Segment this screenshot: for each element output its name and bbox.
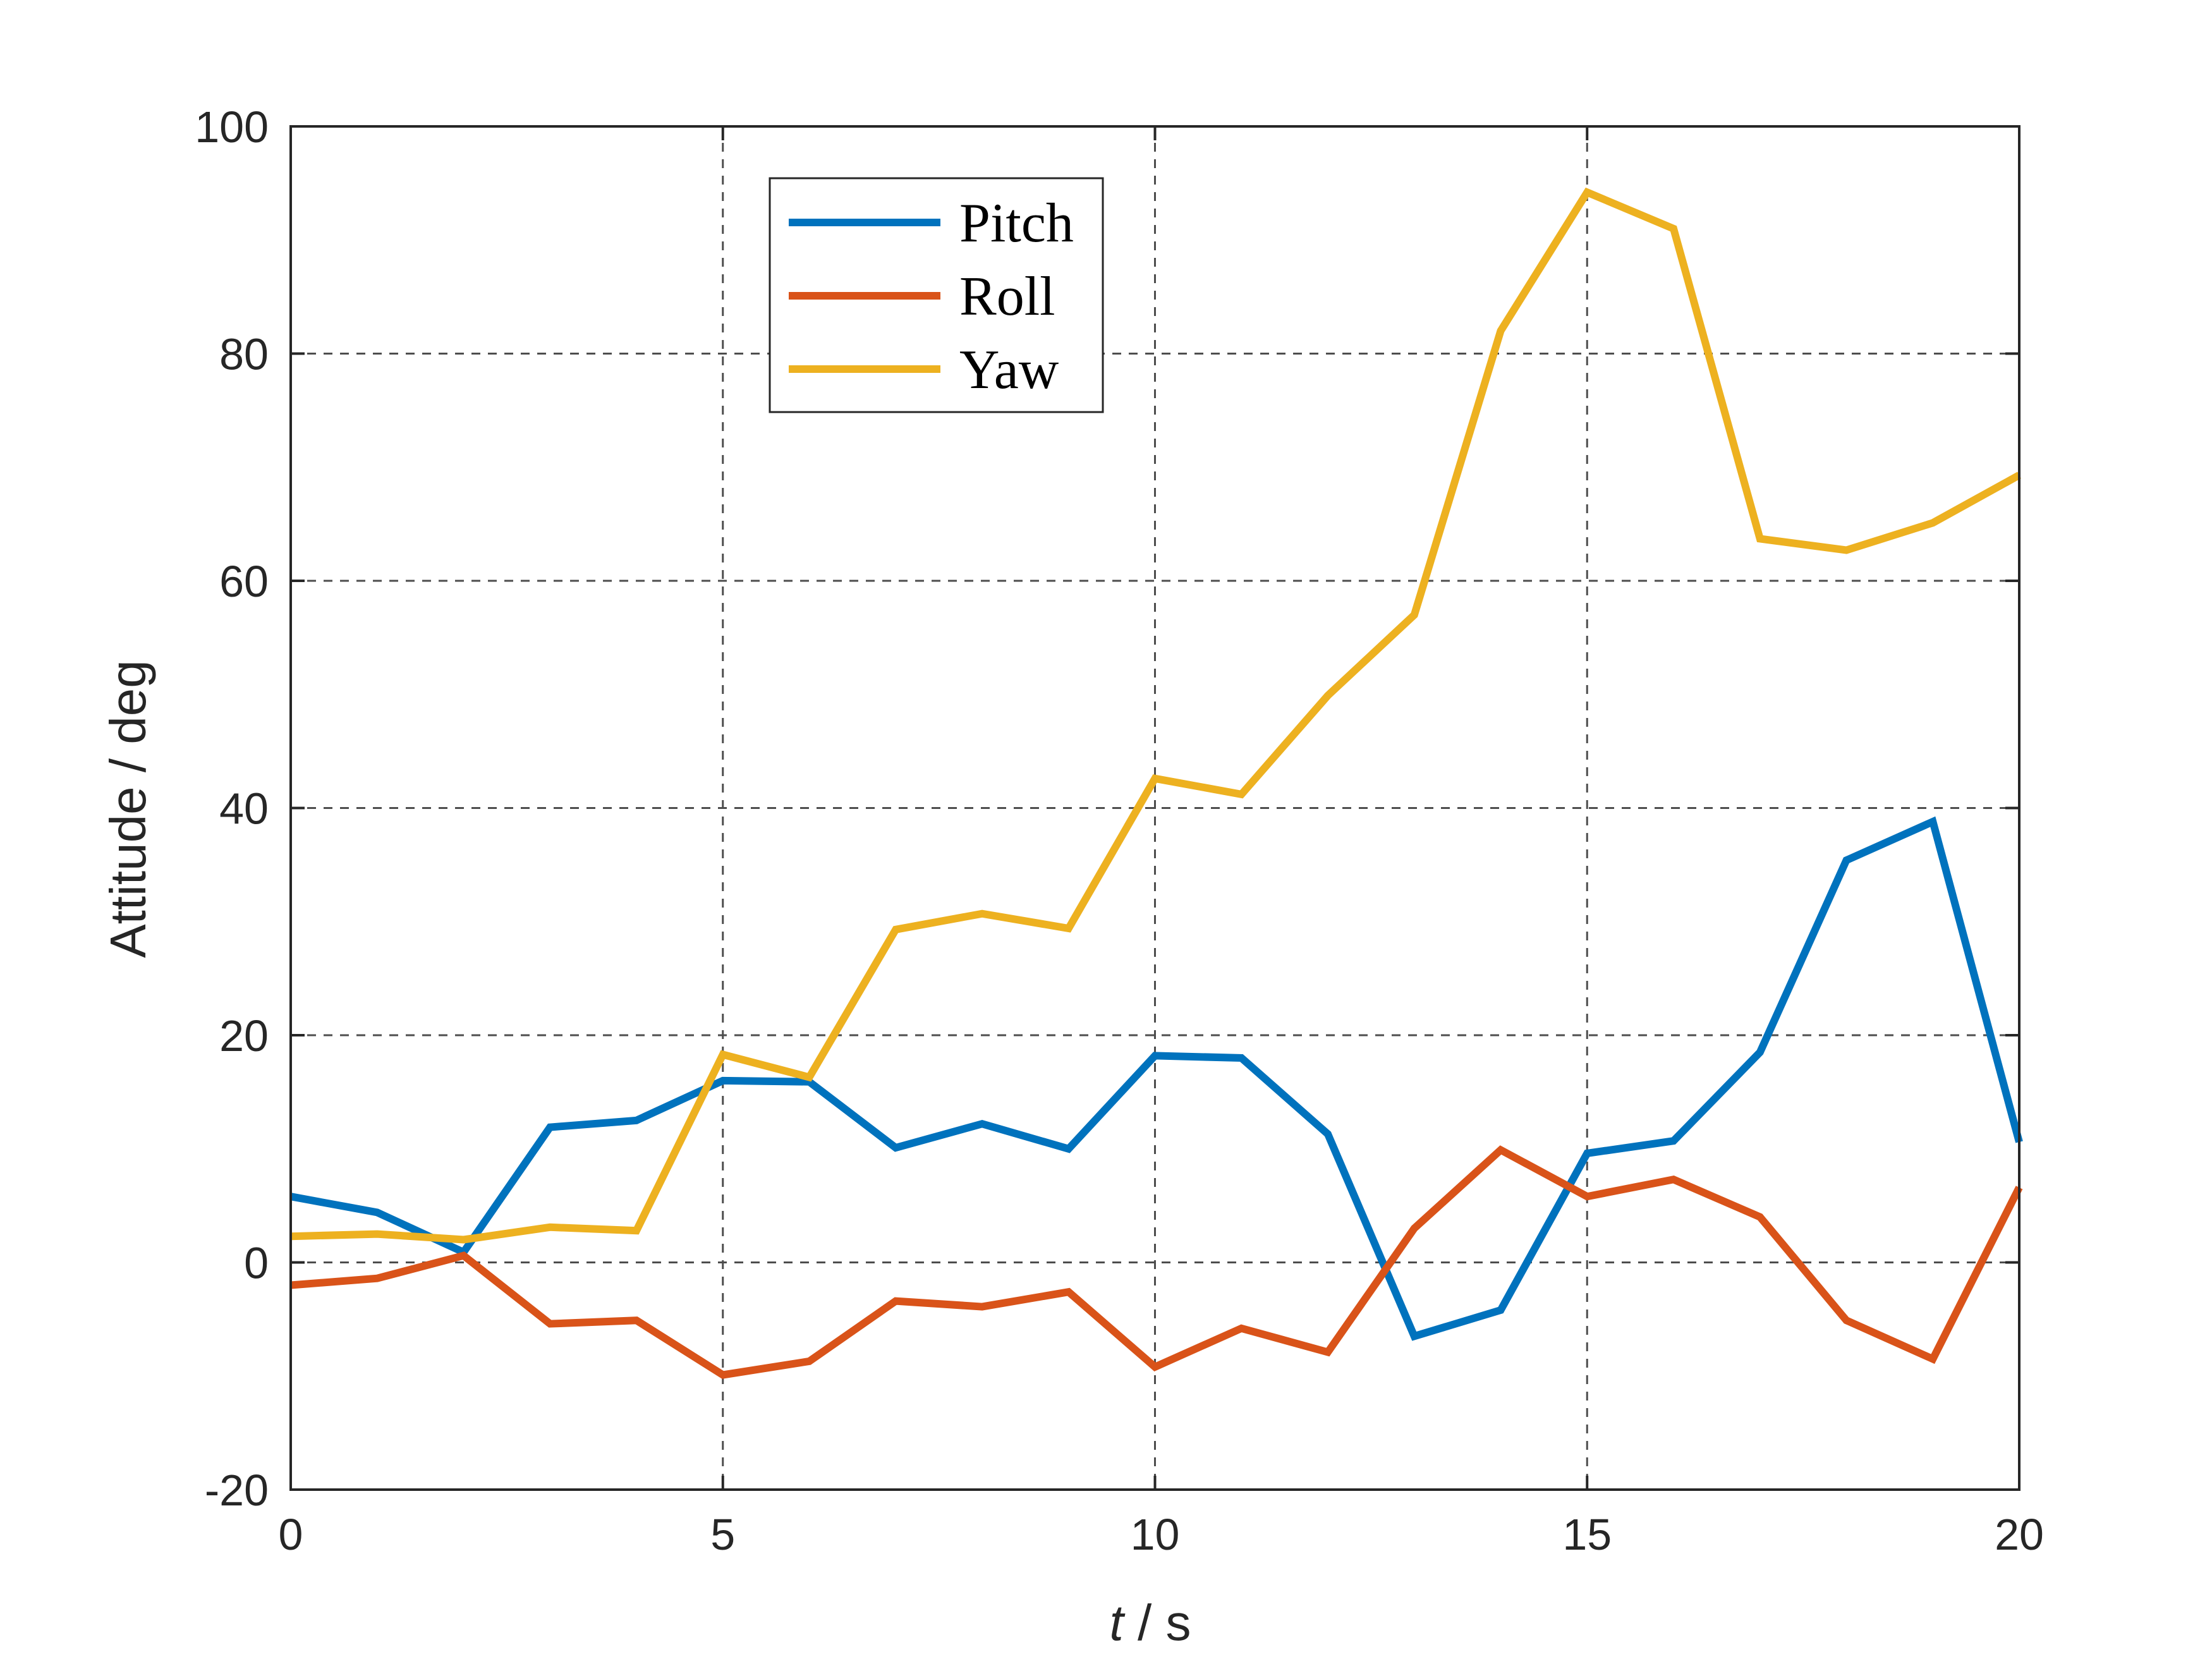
y-tick-label: 80	[219, 330, 269, 379]
y-tick-label: 40	[219, 784, 269, 834]
x-tick-label: 10	[1131, 1510, 1180, 1559]
x-axis-title-variable: t	[1110, 1595, 1126, 1651]
series-line-yaw	[290, 187, 2021, 1244]
series-group	[289, 187, 2023, 1379]
grid	[291, 126, 2019, 1490]
x-tick-label: 20	[1995, 1510, 2044, 1559]
x-tick-label: 5	[710, 1510, 735, 1559]
y-tick-label: 100	[195, 102, 269, 152]
series-line-pitch	[289, 816, 2023, 1341]
y-tick-label: 60	[219, 557, 269, 606]
legend-label-yaw: Yaw	[959, 339, 1059, 401]
x-tick-label: 15	[1562, 1510, 1612, 1559]
legend-label-pitch: Pitch	[959, 193, 1074, 254]
legend: Pitch Roll Yaw	[769, 177, 1104, 413]
y-tick-label: -20	[205, 1466, 269, 1515]
x-axis-title: t / s	[1110, 1595, 1191, 1651]
legend-label-roll: Roll	[959, 266, 1055, 327]
x-tick-label: 0	[279, 1510, 303, 1559]
series-line-roll	[290, 1145, 2023, 1379]
ticks	[289, 125, 2021, 1491]
y-tick-label: 0	[244, 1239, 269, 1288]
y-axis-title: Attitude / deg	[100, 660, 156, 957]
x-axis-title-unit: / s	[1124, 1595, 1191, 1651]
y-tick-label: 20	[219, 1011, 269, 1060]
